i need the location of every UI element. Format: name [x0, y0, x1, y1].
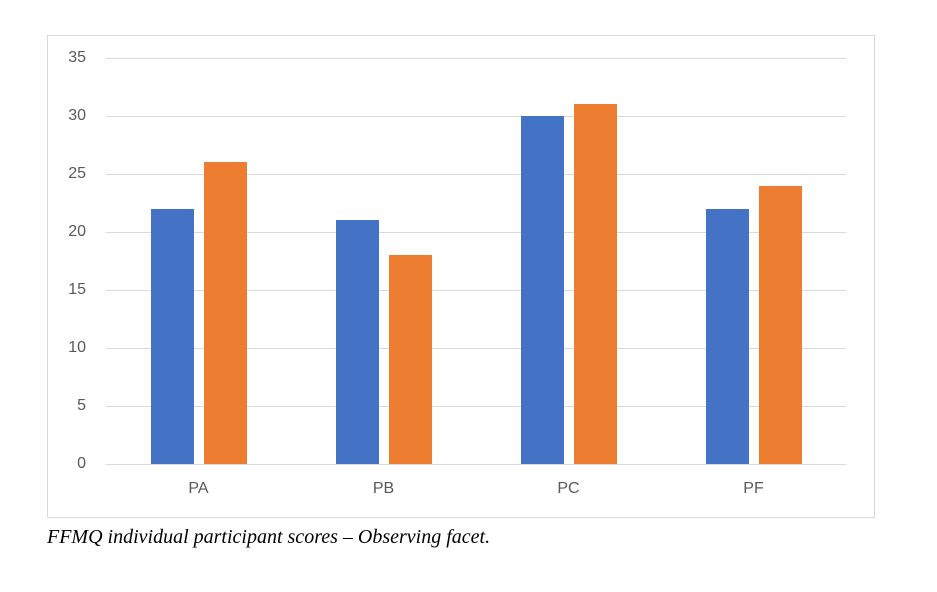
y-tick-label: 30 [68, 107, 86, 124]
y-axis: 0 5 10 15 20 25 30 35 [48, 36, 86, 517]
bar-pb-series-1-blue [335, 220, 379, 464]
gridline [106, 173, 846, 175]
bar-pa-series-2-orange [203, 162, 247, 464]
bar-pc-series-1-blue [520, 116, 564, 464]
gridline [106, 347, 846, 349]
x-category-label: PF [743, 480, 764, 497]
y-tick-label: 35 [68, 49, 86, 66]
bar-pb-series-2-orange [388, 255, 432, 464]
bar-pf-series-2-orange [758, 185, 802, 464]
x-category-label: PA [188, 480, 209, 497]
bar-pf-series-1-blue [705, 208, 749, 464]
gridline [106, 289, 846, 291]
gridline [106, 57, 846, 59]
y-tick-label: 20 [68, 223, 86, 240]
bar-pa-series-1-blue [150, 208, 194, 464]
y-tick-label: 10 [68, 339, 86, 356]
figure-caption: FFMQ individual participant scores – Obs… [47, 526, 491, 548]
chart-frame: 0 5 10 15 20 25 30 35 PA PB PC PF [47, 35, 875, 518]
gridline [106, 405, 846, 407]
y-tick-label: 5 [77, 397, 86, 414]
bar-pc-series-2-orange [573, 104, 617, 464]
x-category-label: PB [372, 480, 395, 497]
x-axis: PA PB PC PF [106, 474, 846, 504]
x-category-label: PC [557, 480, 580, 497]
gridline [106, 115, 846, 117]
gridline [106, 463, 846, 465]
y-tick-label: 15 [68, 281, 86, 298]
plot-area [106, 57, 846, 465]
y-tick-label: 0 [77, 455, 86, 472]
y-tick-label: 25 [68, 165, 86, 182]
gridline [106, 231, 846, 233]
